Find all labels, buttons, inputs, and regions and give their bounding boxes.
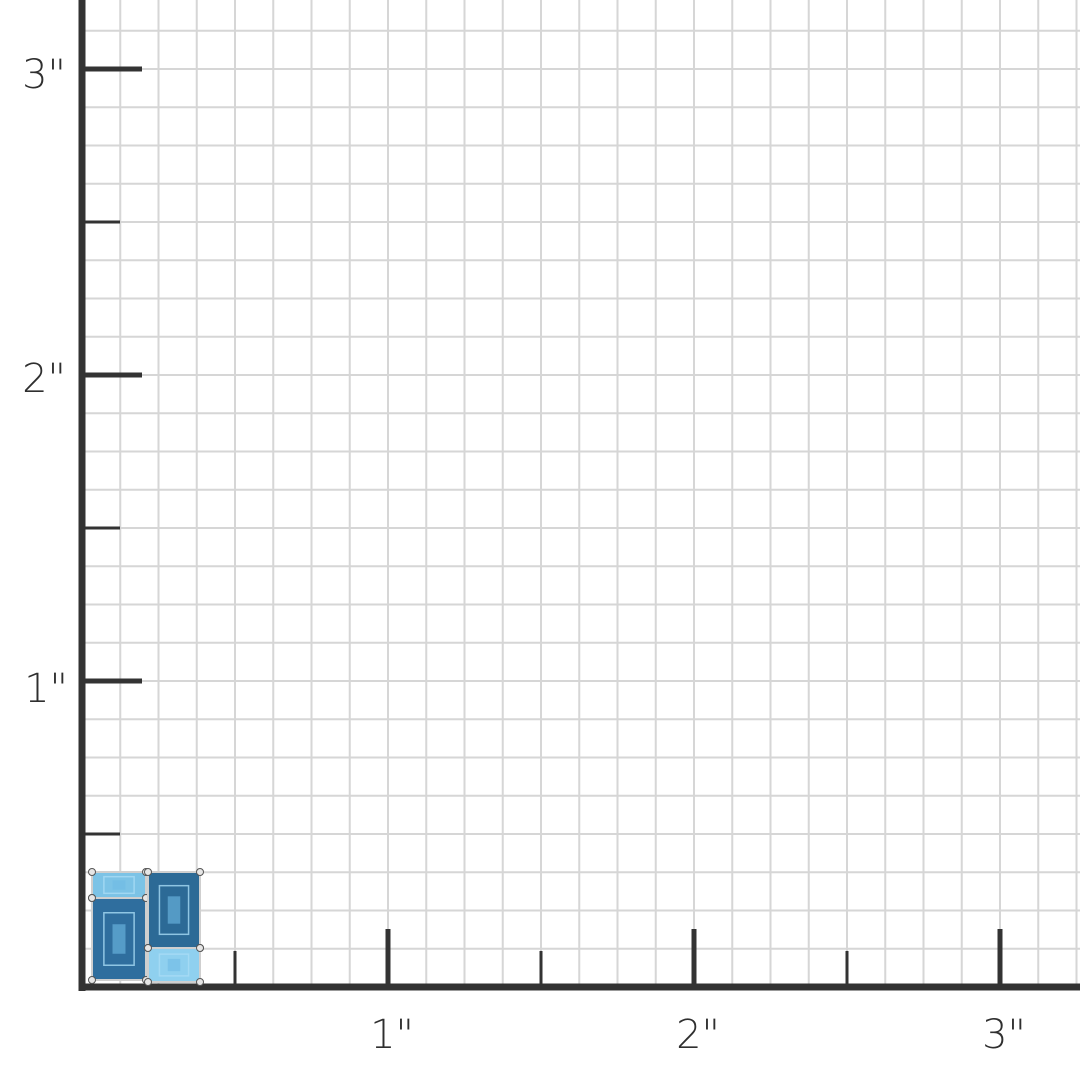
x-label-2: 2" <box>676 1012 720 1058</box>
stone-table <box>167 896 181 924</box>
stone-facet <box>103 875 135 895</box>
prong <box>88 868 96 876</box>
stone-facet <box>158 953 190 977</box>
y-label-2: 2" <box>22 356 66 402</box>
stone-table <box>167 958 181 972</box>
prong <box>144 978 152 986</box>
y-label-3: 3" <box>22 52 66 98</box>
prong <box>196 944 204 952</box>
x-label-1: 1" <box>370 1012 414 1058</box>
prong <box>144 868 152 876</box>
stone-table <box>112 924 126 954</box>
prong <box>88 976 96 984</box>
prong <box>88 894 96 902</box>
stone-facet <box>158 884 190 936</box>
stone-table <box>112 880 126 890</box>
prong <box>196 978 204 986</box>
prong <box>144 944 152 952</box>
stone-facet <box>103 912 135 966</box>
prong <box>196 868 204 876</box>
x-label-3: 3" <box>982 1012 1026 1058</box>
y-label-1: 1" <box>24 666 68 712</box>
